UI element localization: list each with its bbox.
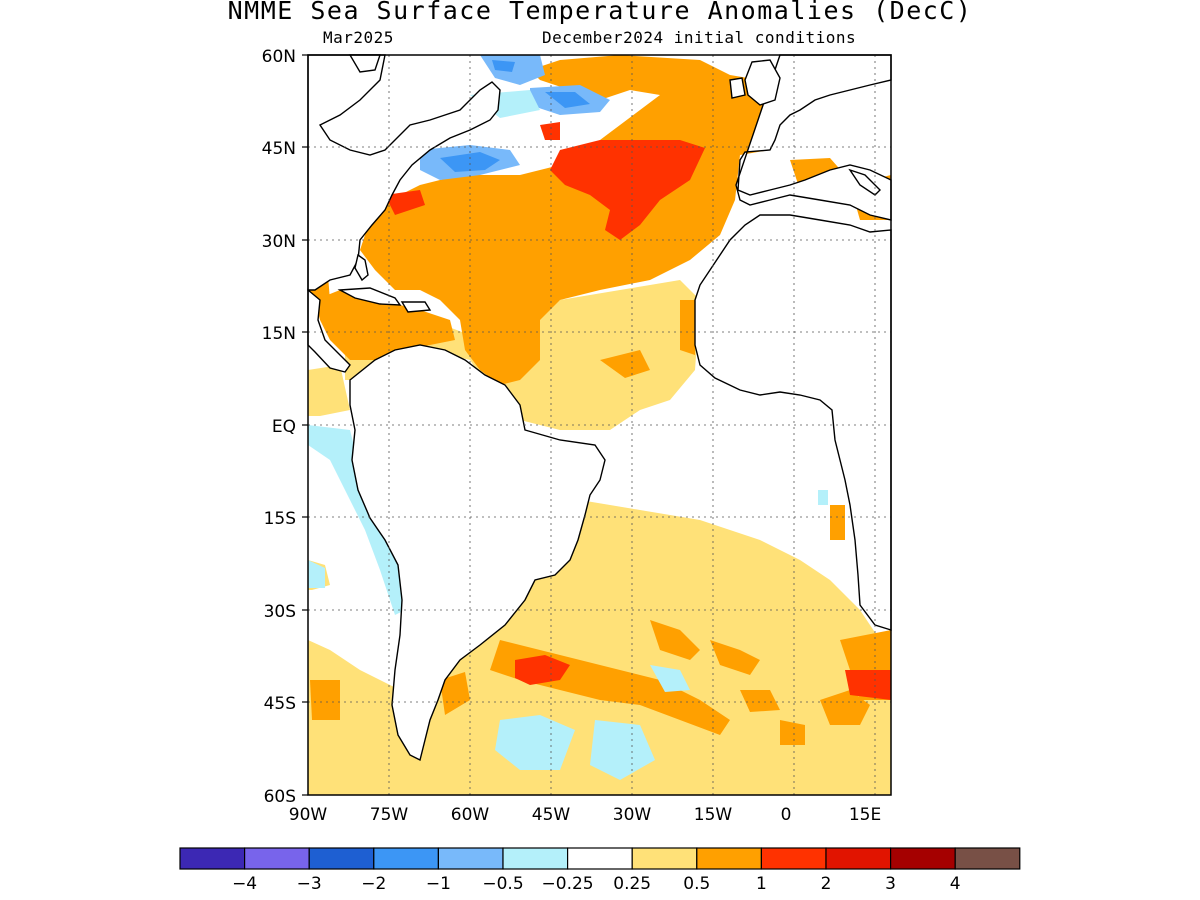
colorbar-label: −2 — [361, 874, 386, 894]
florida — [354, 253, 369, 282]
south-america — [349, 344, 606, 762]
colorbar-label: 4 — [950, 874, 961, 894]
colorbar-label: 0.25 — [613, 874, 651, 894]
axis-ticks — [302, 54, 308, 796]
lat-label: EQ — [272, 417, 296, 437]
colorbar-swatch — [696, 847, 762, 870]
africa — [694, 214, 892, 631]
land-masses — [307, 54, 892, 762]
initial-conditions-label: December2024 initial conditions — [542, 28, 857, 47]
longitude-labels: 90W 75W 60W 45W 30W 15W 0 15E — [289, 805, 881, 825]
lat-label: 30S — [264, 602, 296, 622]
lat-label: 15S — [264, 509, 296, 529]
colorbar-swatch — [179, 847, 246, 870]
lat-label: 60N — [262, 47, 296, 67]
colorbar-swatch — [631, 847, 698, 870]
colorbar-swatch — [502, 847, 569, 870]
lon-label: 60W — [451, 805, 490, 825]
lon-label: 0 — [781, 805, 792, 825]
forecast-month-label: Mar2025 — [323, 28, 394, 47]
colorbar-label: −4 — [232, 874, 257, 894]
colorbar-label: −0.5 — [482, 874, 523, 894]
lat-label: 60S — [264, 787, 296, 807]
colorbar-label: 2 — [821, 874, 832, 894]
ireland — [729, 77, 746, 99]
colorbar-label: 3 — [885, 874, 896, 894]
hispaniola — [400, 301, 432, 313]
colorbar-label: −0.25 — [542, 874, 594, 894]
colorbar: −4 −3 −2 −1 −0.5 −0.25 0.25 0.5 1 2 3 4 — [179, 847, 1021, 894]
colorbar-label: −1 — [426, 874, 451, 894]
cuba — [337, 287, 402, 306]
colorbar-swatch — [889, 847, 956, 870]
colorbar-swatch — [373, 847, 439, 870]
lon-label: 75W — [370, 805, 409, 825]
lon-label: 15E — [849, 805, 881, 825]
colorbar-label: 1 — [756, 874, 767, 894]
colorbar-swatch — [437, 847, 504, 870]
lat-label: 30N — [262, 232, 296, 252]
lat-label: 45N — [262, 139, 296, 159]
anomaly-fill-neg-1-2 — [440, 60, 590, 172]
lon-label: 30W — [613, 805, 652, 825]
colorbar-swatch — [244, 847, 310, 870]
north-america — [307, 54, 501, 291]
lon-label: 15W — [694, 805, 733, 825]
lat-label: 45S — [264, 694, 296, 714]
italy — [848, 168, 881, 196]
colorbar-swatch — [954, 847, 1021, 870]
colorbar-swatch — [566, 847, 633, 870]
central-america — [307, 288, 351, 373]
lon-label: 90W — [289, 805, 328, 825]
lat-label: 15N — [262, 324, 296, 344]
latitude-labels: 60N 45N 30N 15N EQ 15S 30S 45S 60S — [262, 47, 296, 807]
graticule — [308, 55, 891, 795]
anomaly-fill-neg-0.25-0.5 — [308, 90, 828, 780]
colorbar-label: 0.5 — [683, 874, 710, 894]
anomaly-field — [308, 55, 891, 795]
map-title: NMME Sea Surface Temperature Anomalies (… — [227, 0, 973, 25]
lon-label: 45W — [532, 805, 571, 825]
british-isles — [744, 59, 781, 106]
colorbar-swatch — [760, 847, 827, 870]
colorbar-swatch — [308, 847, 375, 870]
colorbar-swatch — [825, 847, 892, 870]
colorbar-label: −3 — [297, 874, 322, 894]
